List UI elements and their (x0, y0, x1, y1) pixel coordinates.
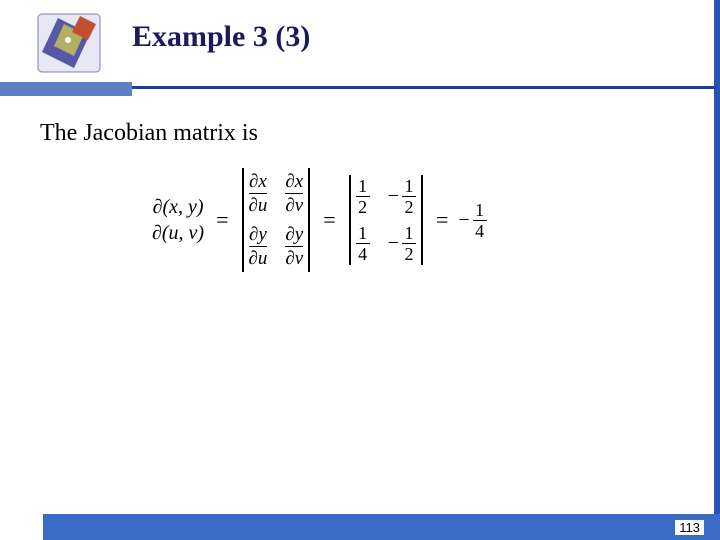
dxdu: ∂x ∂u (249, 172, 268, 215)
cell-12: − 1 2 (388, 177, 416, 216)
title-underline-left (0, 82, 132, 96)
lhs-fraction: ∂(x, y) ∂(u, v) (150, 197, 206, 244)
lhs-den: ∂(u, v) (150, 223, 206, 244)
slide-title: Example 3 (3) (132, 20, 310, 54)
dydv: ∂y ∂v (285, 225, 303, 268)
title-underline-right (132, 86, 716, 89)
partial-determinant: ∂x ∂u ∂x ∂v ∂y ∂u ∂y ∂v (239, 168, 314, 272)
equals-1: = (214, 207, 230, 233)
numeric-determinant: 1 2 − 1 2 1 4 − (346, 175, 426, 265)
jacobian-equation: ∂(x, y) ∂(u, v) = ∂x ∂u ∂x ∂v ∂y (150, 168, 487, 272)
slide-icon (36, 8, 106, 78)
cell-21: 1 4 (356, 224, 370, 263)
body-text: The Jacobian matrix is (40, 120, 258, 147)
footer-bar (0, 514, 720, 540)
dydu: ∂y ∂u (249, 225, 268, 268)
equals-3: = (434, 207, 450, 233)
header: Example 3 (3) (0, 0, 720, 88)
cell-11: 1 2 (356, 177, 370, 216)
equals-2: = (321, 207, 337, 233)
result: − 1 4 (458, 201, 486, 240)
cell-22: − 1 2 (388, 224, 416, 263)
page-number: 113 (675, 520, 704, 535)
lhs-num: ∂(x, y) (151, 197, 206, 218)
dxdv: ∂x ∂v (285, 172, 303, 215)
